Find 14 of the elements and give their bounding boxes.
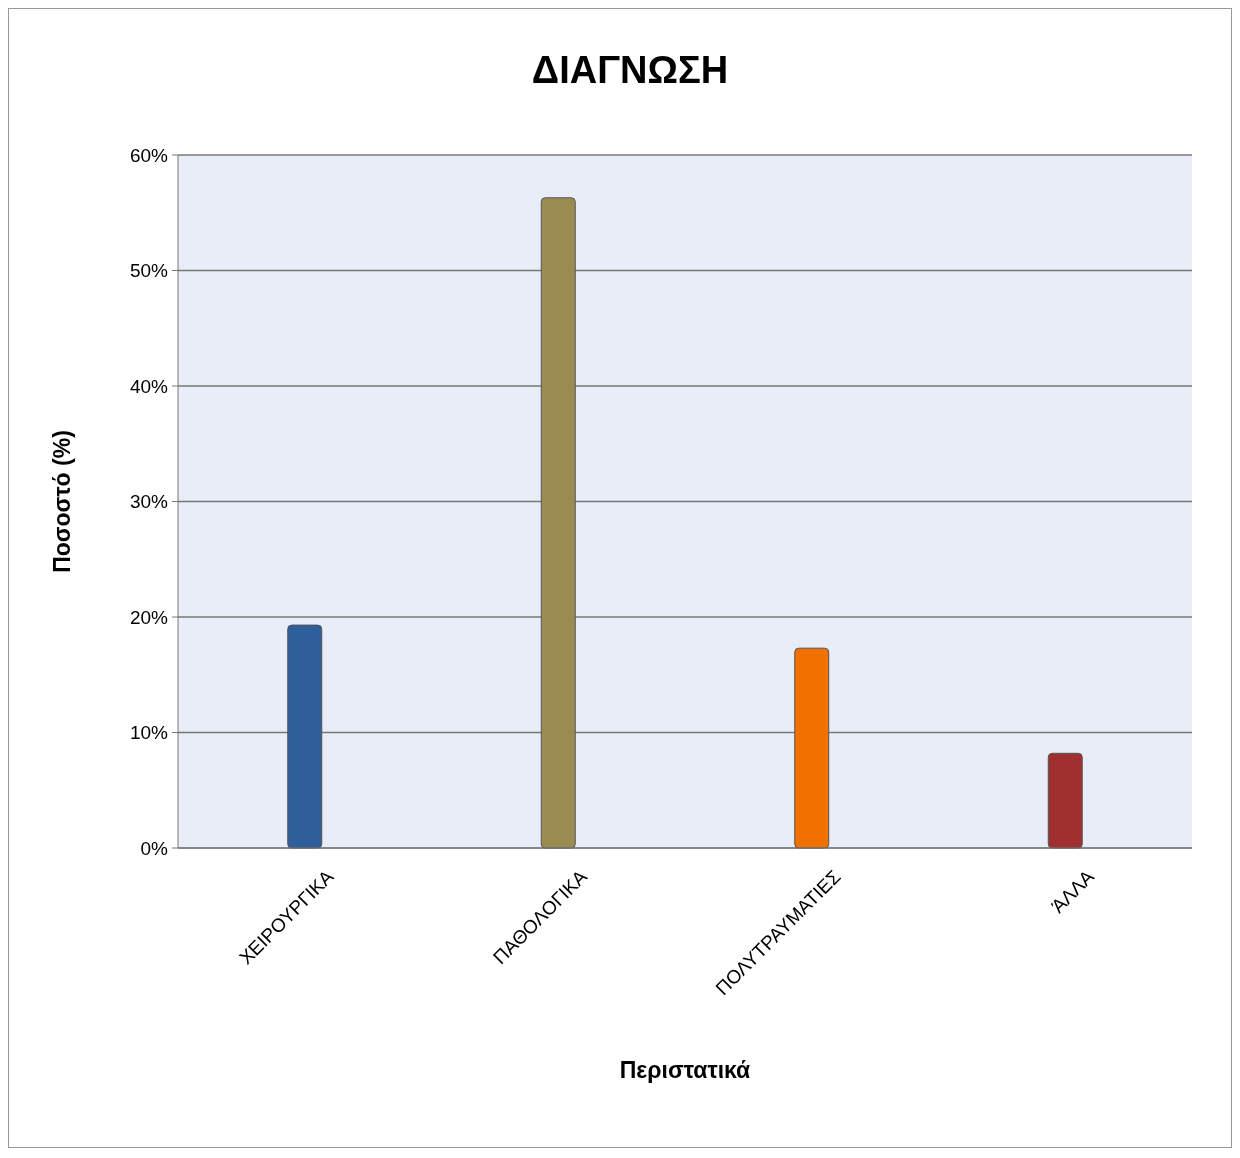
x-axis-title: Περιστατικά xyxy=(619,1057,751,1083)
bar xyxy=(1047,752,1083,849)
bar xyxy=(287,624,323,849)
chart-title: ΔΙΑΓΝΩΣΗ xyxy=(531,49,729,91)
y-tick-label: 60% xyxy=(129,144,169,166)
bar xyxy=(794,647,830,849)
y-tick-label: 40% xyxy=(129,375,169,397)
y-tick-label: 30% xyxy=(129,491,169,513)
y-tick-label: 20% xyxy=(129,606,169,628)
y-tick-label: 0% xyxy=(140,837,169,859)
bar xyxy=(540,197,576,849)
y-axis-title: Ποσοστό (%) xyxy=(49,430,75,573)
y-tick-label: 50% xyxy=(129,260,169,282)
y-tick-label: 10% xyxy=(129,722,169,744)
